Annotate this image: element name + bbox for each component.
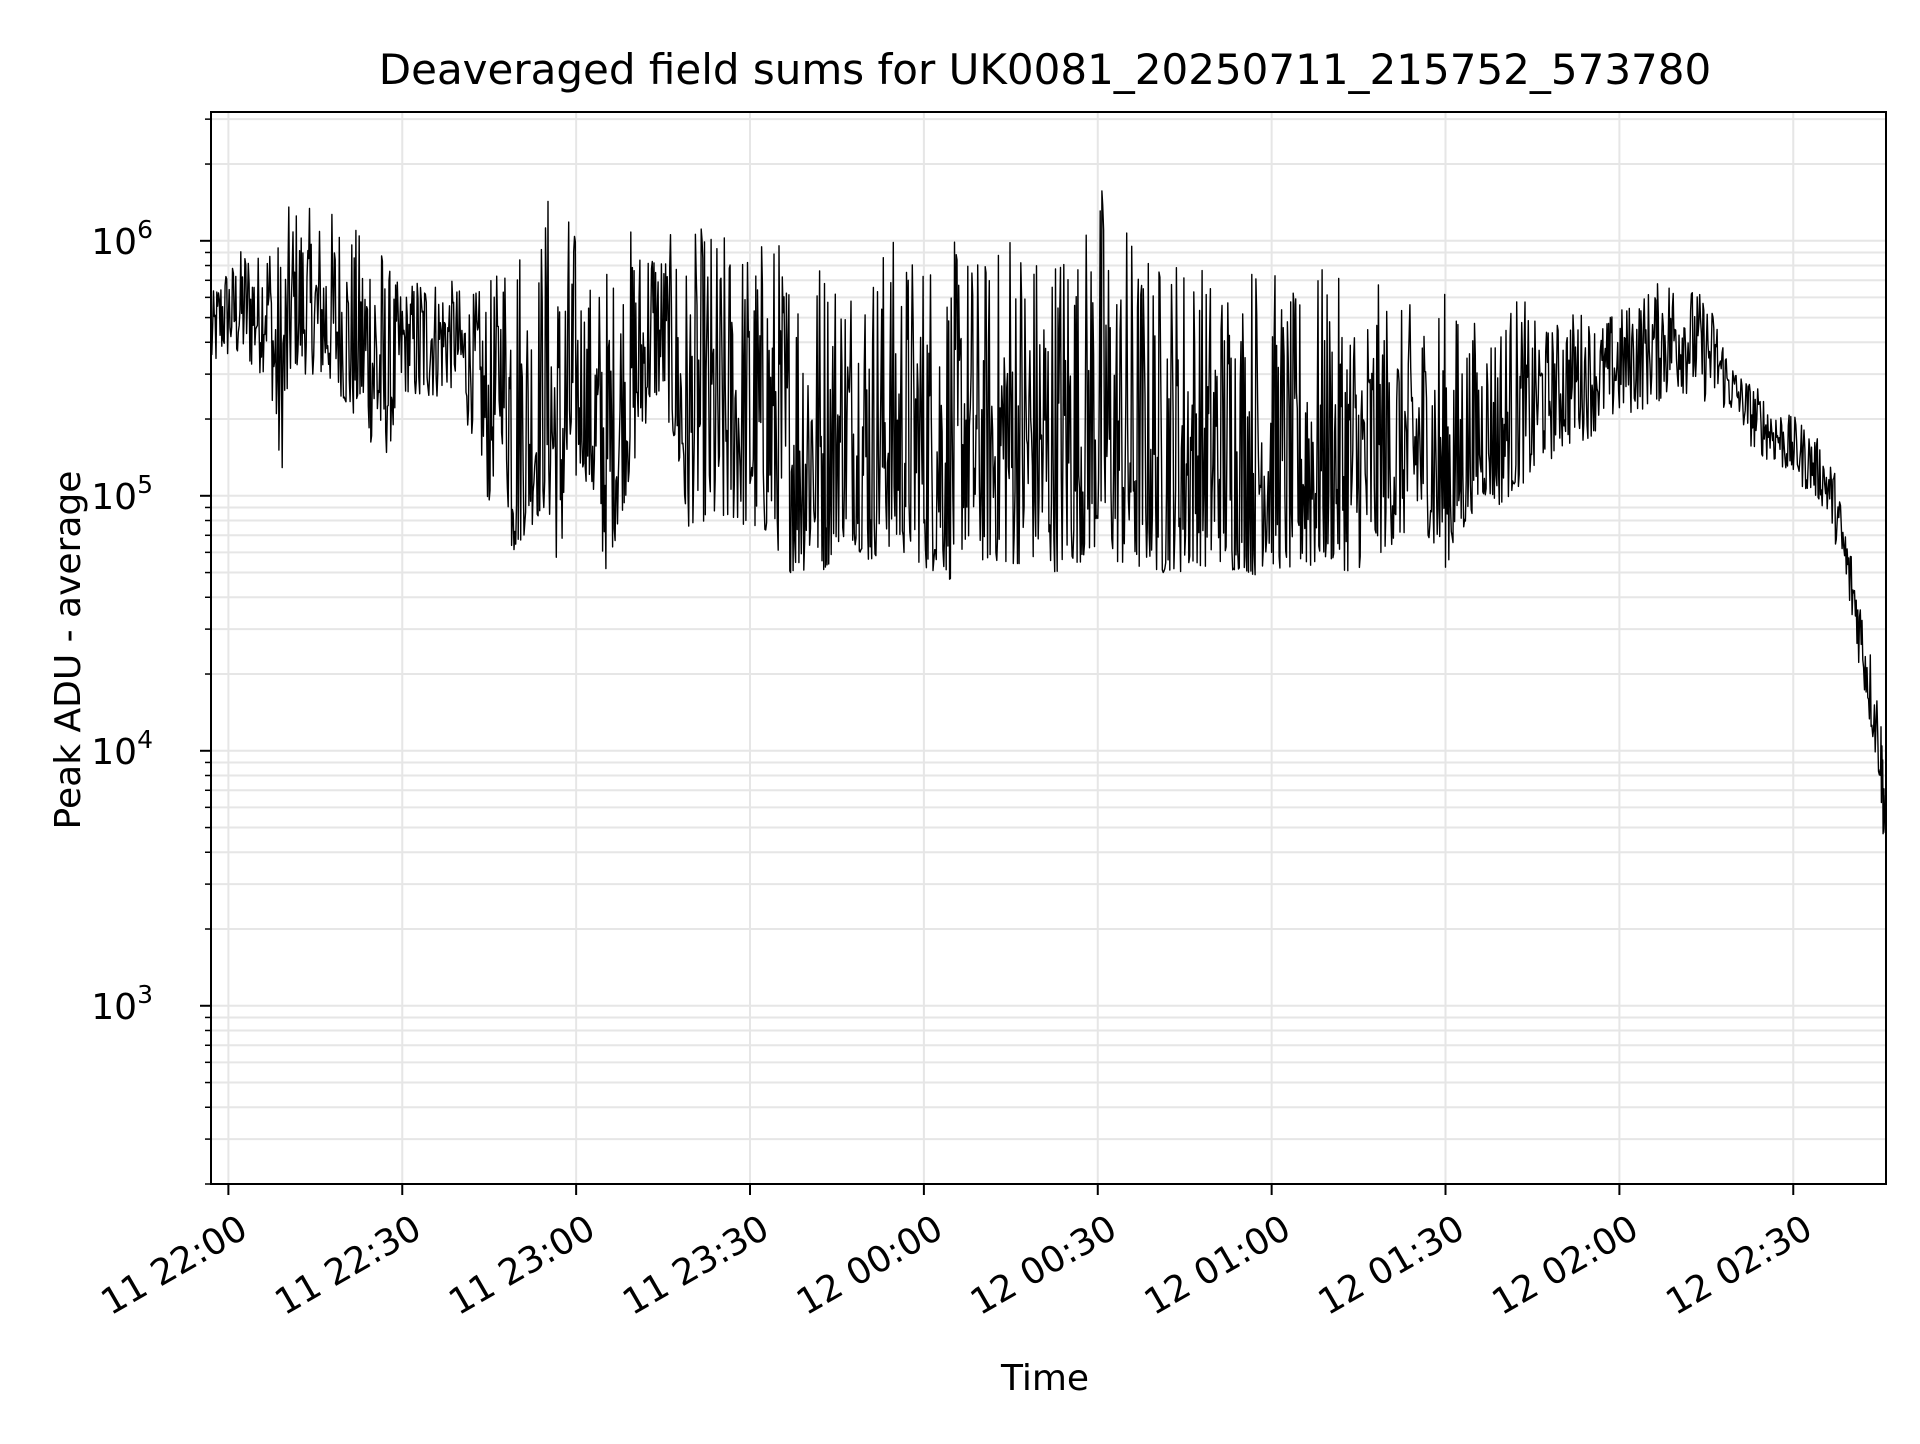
- y-tick-label: 104: [91, 725, 153, 773]
- x-axis-label: Time: [1000, 1358, 1089, 1399]
- chart-title: Deaveraged field sums for UK0081_2025071…: [379, 45, 1711, 94]
- plot-area-frame: [210, 111, 1887, 1185]
- y-tick-label: 105: [91, 470, 153, 518]
- y-tick-label: 106: [91, 215, 153, 263]
- grid-minor: [211, 118, 1886, 1185]
- series-layer: [210, 190, 1887, 885]
- y-tick-label: 103: [91, 980, 153, 1028]
- series-line: [210, 190, 1887, 885]
- y-axis-label: Peak ADU - average: [48, 471, 89, 830]
